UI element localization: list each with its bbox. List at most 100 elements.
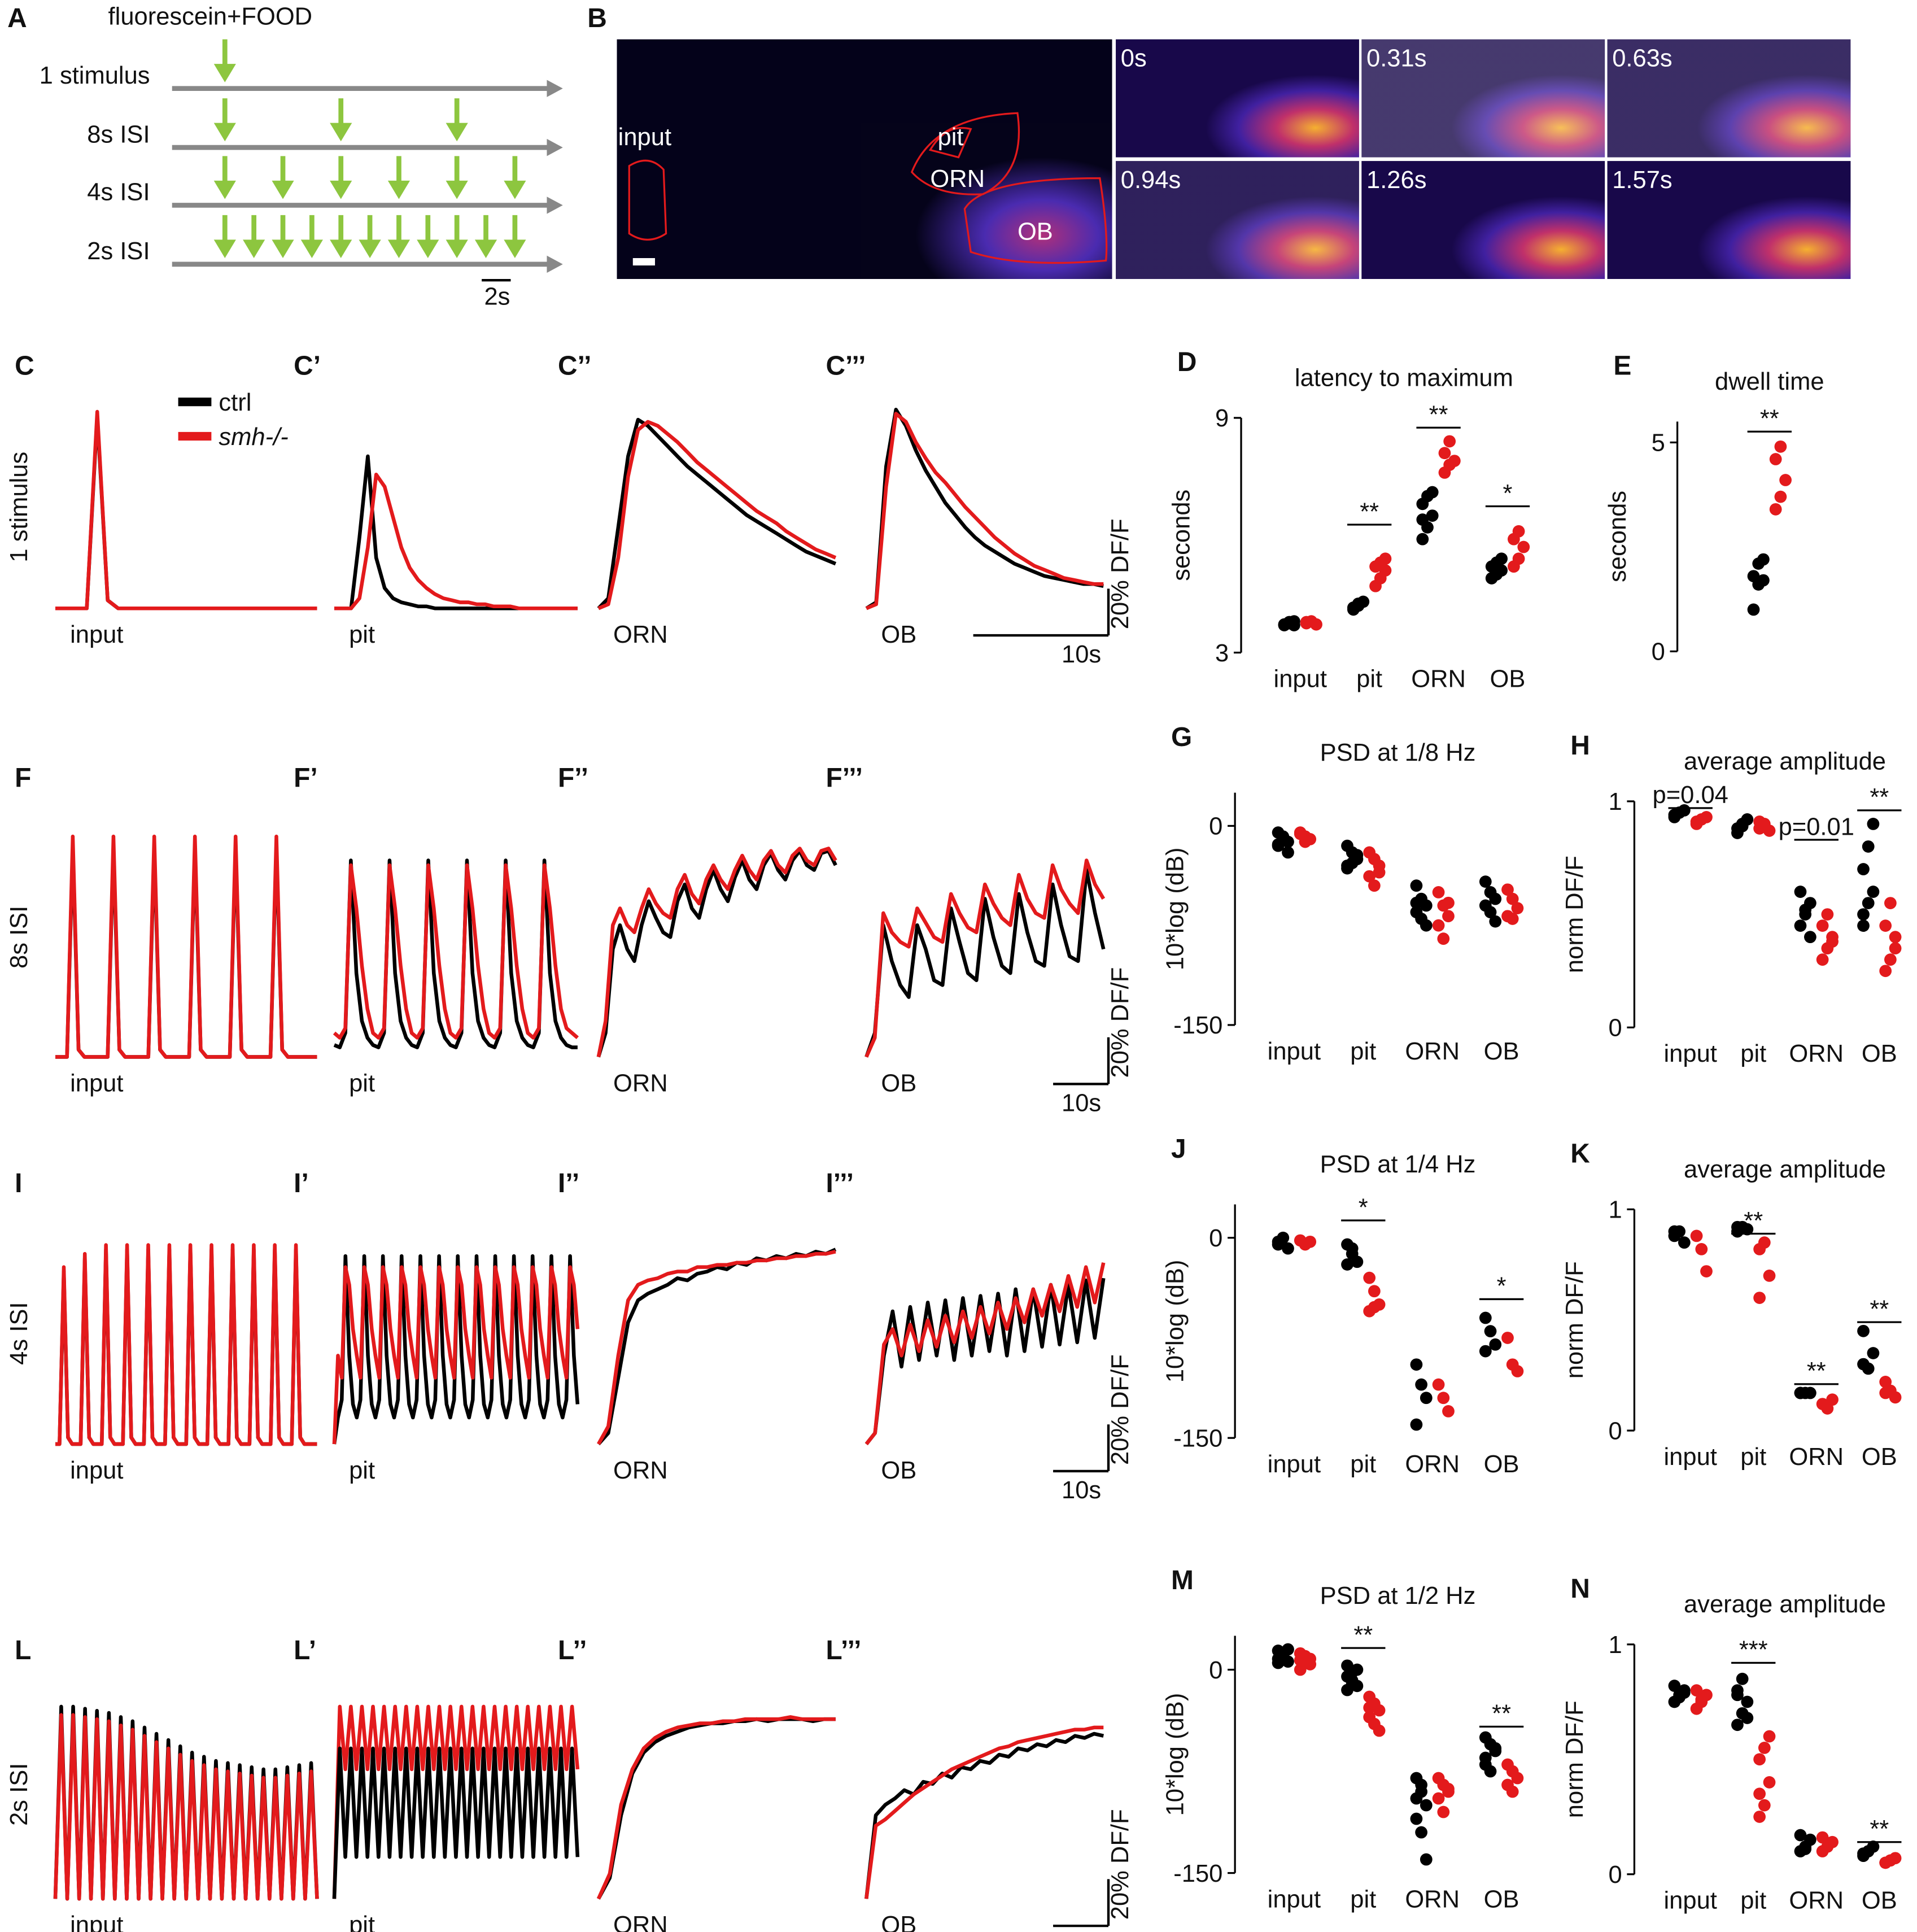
trace-line: [596, 1715, 836, 1900]
x-tick-label: OB: [1490, 666, 1526, 693]
significance-label: p=0.01: [1779, 813, 1854, 840]
significance-label: **: [1744, 1207, 1763, 1235]
stimulus-arrow-head: [300, 239, 323, 259]
trace-line: [333, 858, 578, 1049]
panel-label: M: [1171, 1565, 1194, 1595]
stimulus-arrow-head: [504, 239, 526, 259]
dot: [1753, 1787, 1766, 1800]
dot: [1432, 1792, 1445, 1805]
dot: [1857, 1324, 1870, 1337]
stimulus-arrow-head: [387, 180, 411, 199]
timeline-head: [547, 138, 563, 156]
significance-label: *: [1497, 1273, 1506, 1300]
dot: [1272, 1235, 1285, 1248]
dot: [1351, 1255, 1364, 1268]
roi: [628, 159, 667, 241]
panel-label: L: [15, 1636, 31, 1665]
trace-label: OB: [881, 621, 916, 648]
frame: [1607, 39, 1851, 158]
x-tick-label: pit: [1350, 1886, 1376, 1913]
image: [860, 123, 1112, 279]
panel-label: C’’’: [826, 351, 866, 381]
dot: [1758, 1742, 1771, 1754]
stimulus-arrow-head: [474, 239, 497, 259]
dot: [1489, 1742, 1502, 1755]
panel-label: C’’: [558, 351, 591, 381]
panel-label: G: [1171, 722, 1192, 752]
stimulus-arrow-head: [446, 180, 468, 199]
dot: [1346, 1666, 1359, 1679]
dot: [1373, 866, 1386, 879]
frame-time: 0.63s: [1612, 45, 1672, 72]
dot: [1769, 453, 1782, 465]
significance-label: **: [1870, 1816, 1889, 1843]
dot: [1816, 919, 1829, 932]
dot: [1862, 1362, 1875, 1375]
dot: [1867, 1347, 1880, 1359]
significance-label: **: [1870, 784, 1889, 811]
dot: [1862, 840, 1875, 853]
dot: [1272, 1645, 1285, 1657]
dot: [1501, 883, 1514, 896]
frame-time: 0s: [1121, 45, 1147, 72]
significance-label: *: [1359, 1194, 1368, 1221]
dot: [1416, 513, 1429, 526]
chart-title: average amplitude: [1684, 1156, 1886, 1183]
dot: [1410, 896, 1423, 909]
dot: [1857, 908, 1870, 921]
dot: [1731, 1220, 1744, 1233]
dot: [1779, 474, 1792, 486]
dot: [1879, 1386, 1892, 1399]
dot: [1442, 896, 1455, 909]
dot: [1300, 616, 1313, 629]
scale-label: 10s: [1062, 641, 1101, 668]
dot: [1678, 1236, 1691, 1249]
y-axis-label: seconds: [1604, 491, 1631, 582]
x-tick-label: pit: [1740, 1443, 1766, 1471]
region-label: input: [618, 124, 671, 151]
frame-time: 1.26s: [1366, 167, 1426, 194]
dot: [1867, 886, 1880, 898]
panel-label: C: [15, 351, 34, 381]
stimulus-arrow-head: [330, 239, 352, 259]
row-label: 1 stimulus: [6, 452, 33, 562]
x-tick-label: pit: [1350, 1451, 1376, 1478]
dot: [1351, 1680, 1364, 1693]
y-axis-label: norm DF/F: [1561, 1261, 1588, 1379]
x-tick-label: pit: [1740, 1887, 1766, 1914]
legend-label: smh-/-: [219, 424, 288, 451]
dot: [1432, 919, 1445, 932]
dot: [1857, 863, 1870, 875]
dot: [1438, 447, 1451, 460]
dot: [1884, 953, 1897, 966]
dot: [1794, 1386, 1807, 1399]
dot: [1410, 1418, 1423, 1431]
dot: [1804, 1833, 1816, 1846]
panel-label: A: [7, 3, 27, 33]
dot: [1442, 910, 1455, 923]
trace-label: ORN: [613, 1457, 668, 1484]
x-tick-label: pit: [1350, 1038, 1376, 1065]
dot: [1363, 1701, 1376, 1714]
trace-line: [864, 1725, 1104, 1899]
trace-line: [597, 1250, 836, 1445]
dot: [1763, 1776, 1776, 1789]
region-label: ORN: [930, 165, 985, 193]
dot: [1774, 440, 1787, 453]
dot: [1758, 820, 1771, 832]
dot: [1889, 1852, 1902, 1865]
row-label: 2s ISI: [6, 1763, 33, 1826]
panel-label: D: [1177, 347, 1197, 377]
y-tick-label: 9: [1215, 405, 1229, 432]
dot: [1758, 1236, 1771, 1249]
trace-line: [55, 1243, 317, 1446]
stimulus-arrow-head: [213, 180, 236, 199]
dot: [1489, 1338, 1502, 1351]
x-tick-label: input: [1664, 1040, 1717, 1067]
trace-line: [596, 847, 837, 1058]
y-tick-label: 5: [1652, 430, 1665, 457]
trace-line: [864, 1262, 1106, 1446]
trace-line: [864, 858, 1106, 1058]
dot: [1489, 915, 1502, 928]
dot: [1479, 1311, 1492, 1324]
